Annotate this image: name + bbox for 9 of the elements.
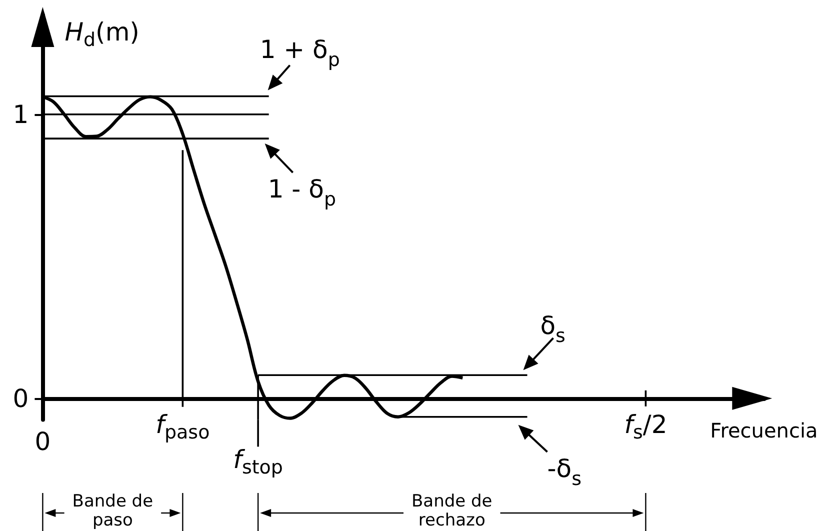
annotation: 1 + δ$_{p}$ xyxy=(260,34,340,72)
text: Bande de rechazo xyxy=(412,492,492,530)
annotation: 1 - δ$_{p}$ xyxy=(268,174,336,211)
y-tick-label: 1 xyxy=(12,100,29,129)
text: -δ$_{s}$ xyxy=(547,453,582,490)
x-tick-label: 0 xyxy=(34,427,51,456)
x-axis-title: Frecuencia xyxy=(710,418,818,442)
annotation: δ$_{s}$ xyxy=(540,310,566,348)
text: Bande de paso xyxy=(72,492,154,530)
